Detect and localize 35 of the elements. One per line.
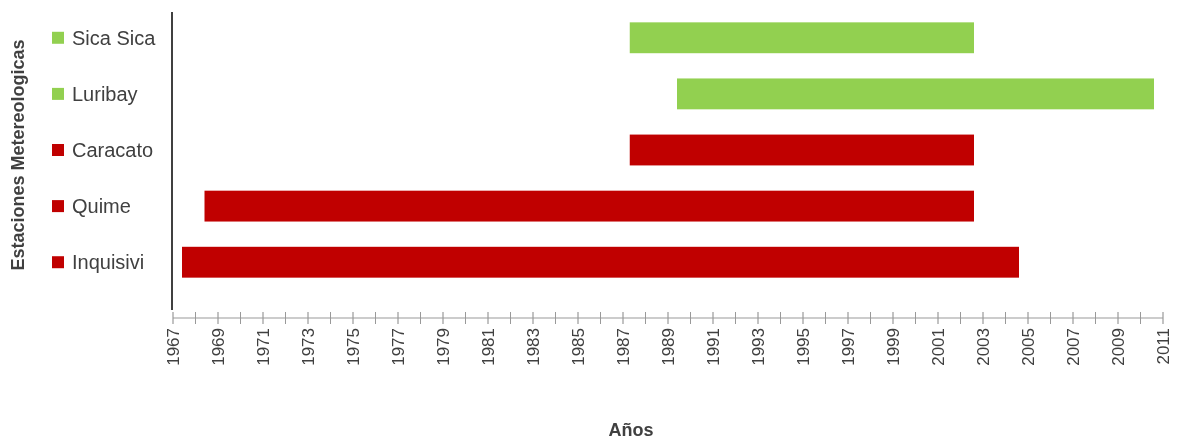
- x-tick-label: 1979: [433, 328, 453, 366]
- x-tick-label: 2003: [973, 328, 993, 366]
- x-tick-label: 1975: [343, 328, 363, 366]
- x-tick-label: 1995: [793, 328, 813, 366]
- x-tick-label: 1987: [613, 328, 633, 366]
- x-tick-label: 2011: [1153, 328, 1173, 365]
- bar: [629, 22, 974, 54]
- x-tick-label: 2009: [1108, 328, 1128, 366]
- x-tick-label: 1981: [478, 328, 498, 366]
- x-tick-label: 1983: [523, 328, 543, 366]
- y-tick-label: Inquisivi: [72, 251, 145, 274]
- x-tick-label: 2005: [1018, 328, 1038, 366]
- x-tick-label: 1985: [568, 328, 588, 366]
- x-tick-label: 1971: [253, 328, 273, 366]
- x-tick-label: 2007: [1063, 328, 1083, 366]
- y-tick-label: Caracato: [72, 139, 154, 161]
- x-tick-label: 1977: [388, 328, 408, 366]
- x-tick-label: 1991: [703, 328, 723, 366]
- y-axis-title: Estaciones Metereologicas: [8, 39, 28, 271]
- bar: [204, 190, 974, 222]
- x-tick-label: 1997: [838, 328, 858, 366]
- y-tick-label: Sica Sica: [72, 26, 157, 49]
- x-tick-label: 1999: [883, 328, 903, 366]
- y-tick-label: Luribay: [72, 82, 138, 105]
- x-tick-label: 1993: [748, 328, 768, 366]
- x-axis-title: Años: [608, 420, 654, 440]
- x-tick-label: 1969: [208, 328, 228, 366]
- bar: [182, 246, 1019, 278]
- bar: [629, 134, 974, 166]
- y-tick-label: Quime: [72, 195, 131, 218]
- x-tick-label: 2001: [928, 328, 948, 366]
- x-tick-label: 1973: [298, 328, 318, 366]
- bar: [677, 78, 1154, 110]
- x-tick-label: 1967: [163, 328, 183, 366]
- x-tick-label: 1989: [658, 328, 678, 366]
